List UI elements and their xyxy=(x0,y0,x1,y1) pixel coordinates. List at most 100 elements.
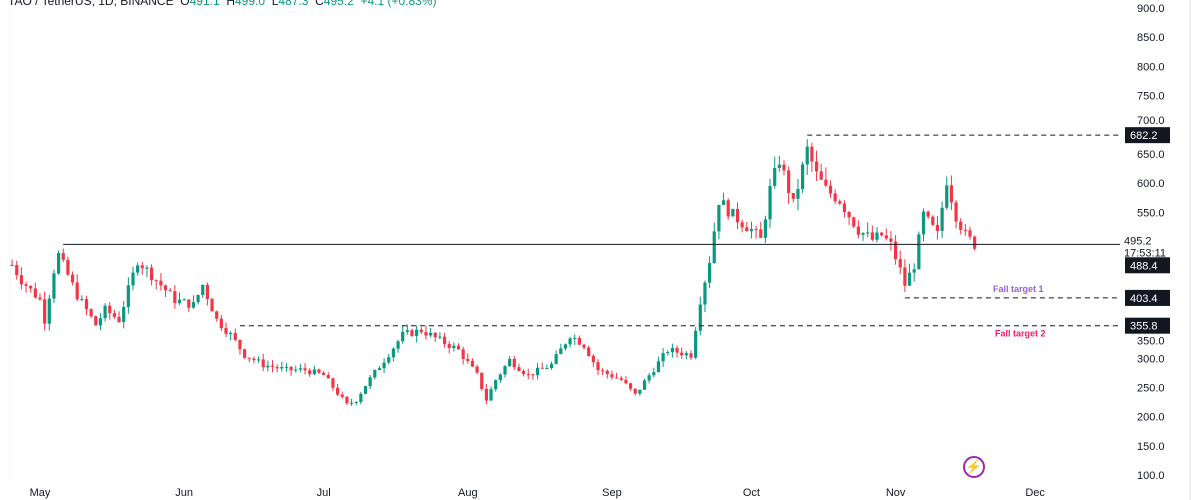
candle-body xyxy=(749,229,754,232)
candle-body xyxy=(243,349,247,358)
close-value: 495.2 xyxy=(323,0,354,8)
candle-body xyxy=(349,402,354,404)
candle-body xyxy=(452,345,456,348)
candle-body xyxy=(624,379,628,384)
candle-body xyxy=(963,229,967,231)
candle-body xyxy=(731,208,735,217)
candle-body xyxy=(447,343,451,348)
candle-body xyxy=(89,309,93,317)
candle-body xyxy=(94,316,98,326)
candle-body xyxy=(945,185,949,208)
y-tick-label: 250.0 xyxy=(1137,382,1165,394)
candle-body xyxy=(382,362,386,369)
candle-body xyxy=(205,284,209,299)
y-tick-label: 650.0 xyxy=(1137,149,1165,161)
candle-body xyxy=(326,375,330,379)
candle-body xyxy=(29,285,33,289)
candle-body xyxy=(591,356,595,363)
candle-body xyxy=(522,370,526,375)
candle-body xyxy=(289,366,293,371)
candle-body xyxy=(336,387,340,395)
candle-body xyxy=(907,272,912,286)
candle-body xyxy=(805,146,809,165)
x-tick-label: Jul xyxy=(317,487,331,499)
candle-body xyxy=(177,299,182,304)
candle-body xyxy=(610,374,614,378)
candle-body xyxy=(852,217,856,227)
candle-body xyxy=(424,332,428,336)
candle-body xyxy=(838,201,842,204)
candle-body xyxy=(926,211,930,217)
candle-body xyxy=(866,232,870,234)
open-label: O xyxy=(180,0,190,8)
candle-body xyxy=(429,332,433,336)
candle-body xyxy=(773,167,777,187)
candle-body xyxy=(410,330,414,336)
candle-body xyxy=(122,306,126,322)
candle-body xyxy=(331,378,335,388)
candle-body xyxy=(196,294,200,303)
candle-body xyxy=(856,226,860,235)
candle-body xyxy=(15,264,19,276)
candle-body xyxy=(954,202,958,222)
candle-body xyxy=(726,200,730,217)
high-label: H xyxy=(226,0,235,8)
candle-body xyxy=(294,369,298,371)
candle-body xyxy=(587,347,591,357)
candle-body xyxy=(517,367,521,371)
candle-body xyxy=(117,316,121,322)
candle-body xyxy=(396,341,400,349)
candle-body xyxy=(61,253,65,260)
candle-body xyxy=(935,224,940,231)
y-tick-label: 200.0 xyxy=(1137,412,1165,424)
lightning-icon[interactable]: ⚡ xyxy=(963,456,985,478)
candle-body xyxy=(252,358,256,361)
fall-target-1-price-tag xyxy=(1125,289,1170,306)
candle-body xyxy=(456,345,461,350)
candle-body xyxy=(735,208,740,223)
candle-body xyxy=(875,232,879,240)
candle-body xyxy=(247,357,251,359)
candle-body xyxy=(201,284,205,295)
candle-body xyxy=(582,344,586,348)
candle-body xyxy=(898,259,902,268)
candle-body xyxy=(163,285,168,291)
candle-body xyxy=(494,380,498,390)
x-tick-label: Nov xyxy=(886,487,906,499)
candle-body xyxy=(540,367,544,369)
change-value: +4.1 (+0.83%) xyxy=(360,0,437,8)
candle-body xyxy=(66,259,70,275)
x-tick-label: Jun xyxy=(175,487,193,499)
candle-body xyxy=(535,367,540,376)
candle-body xyxy=(573,337,577,339)
last-tag-price-tag-text: 488.4 xyxy=(1130,260,1158,272)
current-price-label: 495.2 xyxy=(1124,235,1152,247)
candle-body xyxy=(791,193,795,199)
candle-body xyxy=(814,161,819,172)
candle-body xyxy=(377,368,382,371)
candle-body xyxy=(126,285,130,307)
candle-body xyxy=(270,365,275,368)
candle-body xyxy=(745,227,749,232)
candle-body xyxy=(698,304,702,331)
candle-body xyxy=(824,179,828,186)
candle-body xyxy=(159,280,163,286)
candle-body xyxy=(615,377,619,379)
candle-body xyxy=(931,216,935,225)
candle-body xyxy=(601,370,605,372)
x-tick-label: Dec xyxy=(1025,487,1045,499)
candle-body xyxy=(489,389,493,401)
candle-body xyxy=(368,377,372,387)
candle-body xyxy=(763,219,767,238)
x-tick-label: Sep xyxy=(602,487,622,499)
candle-body xyxy=(387,357,391,363)
candle-body xyxy=(136,265,140,273)
candle-body xyxy=(433,332,437,338)
candle-body xyxy=(721,200,726,205)
candle-body xyxy=(847,211,851,218)
y-tick-label: 350.0 xyxy=(1137,336,1165,348)
candle-body xyxy=(675,348,679,353)
candle-body xyxy=(717,204,721,232)
candle-body xyxy=(466,358,470,361)
